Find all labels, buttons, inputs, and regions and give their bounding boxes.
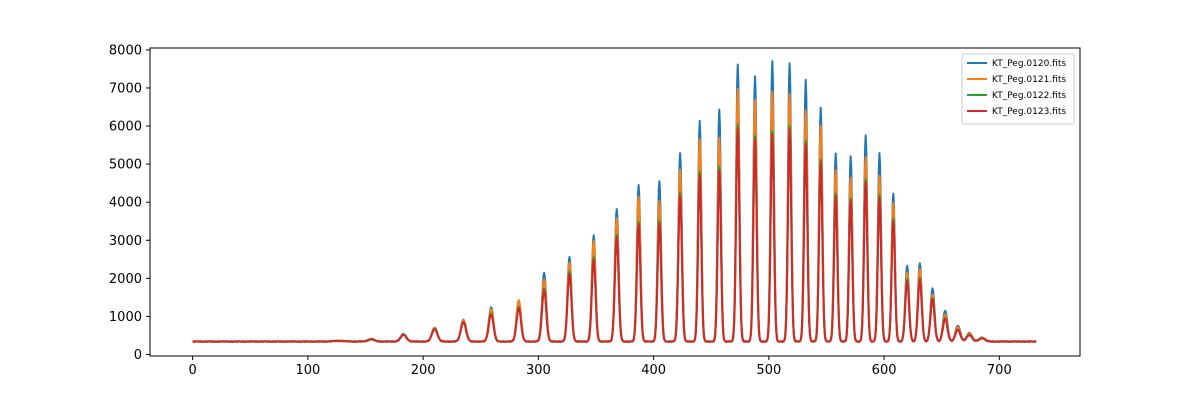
x-axis: 0 100 200 300 400 500 600 700 [188, 356, 1012, 378]
y-tick-label: 7000 [109, 81, 142, 96]
y-tick-label: 6000 [109, 120, 142, 135]
y-tick-label: 8000 [109, 43, 142, 58]
x-tick-label: 0 [188, 363, 196, 378]
x-tick-label: 500 [756, 363, 781, 378]
x-tick-label: 400 [641, 363, 666, 378]
x-tick-label: 100 [295, 363, 320, 378]
legend-label: KT_Peg.0120.fits [992, 59, 1066, 69]
legend: KT_Peg.0120.fits KT_Peg.0121.fits KT_Peg.0… [961, 53, 1075, 125]
y-tick-label: 5000 [109, 158, 142, 173]
y-tick-label: 0 [134, 348, 142, 363]
legend-label: KT_Peg.0121.fits [992, 75, 1066, 85]
legend-box [961, 53, 1075, 125]
y-tick-label: 3000 [109, 234, 142, 249]
y-tick-label: 4000 [109, 196, 142, 211]
y-axis: 0 1000 2000 3000 4000 5000 6000 7000 8000 [109, 43, 150, 363]
series-group [192, 60, 1037, 343]
x-tick-label: 200 [411, 363, 436, 378]
x-tick-label: 300 [526, 363, 551, 378]
legend-label: KT_Peg.0123.fits [992, 107, 1066, 117]
x-tick-label: 700 [987, 363, 1012, 378]
series-line-3 [192, 127, 1037, 343]
y-tick-label: 1000 [109, 310, 142, 325]
x-tick-label: 600 [872, 363, 897, 378]
y-tick-label: 2000 [109, 272, 142, 287]
legend-label: KT_Peg.0122.fits [992, 91, 1066, 101]
